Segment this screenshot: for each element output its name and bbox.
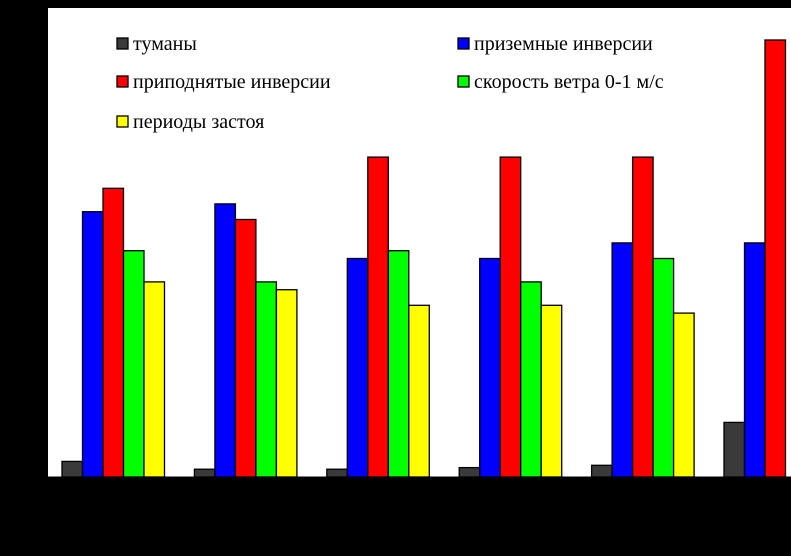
bar-2-series-5 [275, 289, 298, 478]
legend-label-3: приподнятые инверсии [133, 71, 331, 93]
bar-6-series-3 [764, 39, 787, 478]
bar-3-series-2 [346, 257, 369, 478]
bar-6-series-2 [743, 242, 766, 478]
bar-1-series-2 [81, 211, 104, 478]
bar-2-series-4 [255, 281, 278, 478]
legend-label-4: скорость ветра 0-1 м/с [474, 71, 664, 93]
bar-3-series-3 [367, 156, 389, 478]
legend-swatch-5 [116, 115, 129, 128]
legend-swatch-4 [457, 75, 470, 88]
bar-4-series-2 [479, 257, 501, 478]
legend-label-5: периоды застоя [133, 111, 264, 133]
legend: туманы приземные инверсии приподнятые инве… [116, 33, 664, 133]
legend-swatch-3 [116, 75, 129, 88]
bar-2-series-1 [193, 468, 216, 478]
legend-swatch-2 [457, 37, 470, 50]
bar-5-series-4 [652, 257, 675, 478]
legend-swatch-1 [116, 37, 129, 50]
bar-1-series-1 [61, 460, 84, 478]
bar-1-series-3 [102, 187, 125, 478]
bar-4-series-1 [458, 466, 481, 478]
bar-4-series-3 [499, 156, 522, 478]
bar-5-series-5 [672, 312, 695, 478]
bar-3-series-5 [408, 304, 430, 478]
bar-5-series-1 [590, 464, 613, 478]
bar-5-series-2 [611, 242, 634, 478]
bar-4-series-4 [520, 281, 542, 478]
bars-layer [61, 39, 787, 478]
bar-3-series-1 [326, 468, 348, 478]
bar-2-series-2 [214, 203, 237, 478]
bar-4-series-5 [540, 304, 563, 478]
bar-2-series-3 [234, 218, 257, 478]
bar-1-series-4 [122, 250, 145, 478]
bar-3-series-4 [387, 250, 410, 478]
legend-label-1: туманы [133, 33, 197, 55]
bar-5-series-3 [631, 156, 654, 478]
bar-6-series-1 [723, 421, 746, 478]
bar-1-series-5 [143, 281, 166, 478]
legend-label-2: приземные инверсии [474, 33, 653, 55]
